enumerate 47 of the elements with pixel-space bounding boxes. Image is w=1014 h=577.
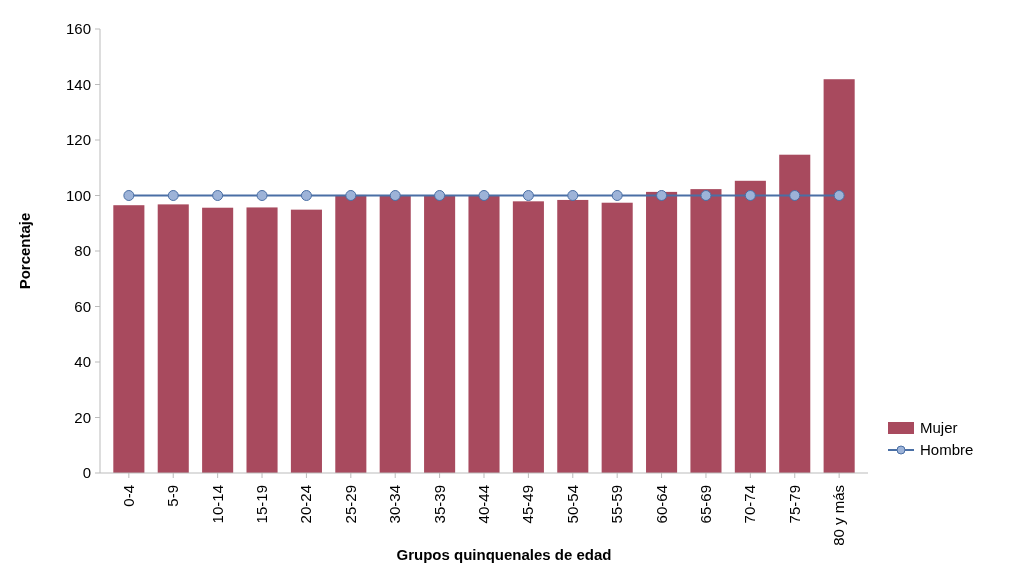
x-tick-label: 60-64 (652, 485, 670, 524)
x-tick-label: 20-24 (297, 485, 315, 524)
x-tick-label: 45-49 (519, 485, 537, 524)
bar (779, 154, 811, 473)
y-axis-title: Porcentaje (16, 212, 33, 290)
y-tick-label: 40 (74, 353, 91, 371)
bar (646, 191, 678, 473)
y-tick-label: 20 (74, 408, 91, 426)
x-tick-label: 40-44 (475, 485, 492, 524)
y-tick-label: 80 (74, 242, 91, 260)
y-tick-label: 100 (65, 186, 91, 204)
bar (157, 204, 189, 473)
bar (335, 194, 367, 473)
y-tick-label: 0 (82, 464, 91, 482)
bar (290, 209, 322, 473)
bar (690, 189, 722, 473)
bar (512, 201, 544, 473)
bar (557, 199, 589, 473)
x-tick-label: 70-74 (741, 485, 759, 524)
x-tick-label: 65-69 (696, 485, 714, 524)
y-tick-label: 60 (74, 297, 91, 315)
x-tick-label: 75-79 (785, 485, 803, 524)
x-tick-label: 35-39 (430, 485, 448, 524)
x-tick-label: 30-34 (386, 485, 404, 524)
y-tick-label: 160 (65, 20, 91, 38)
x-axis-title: Grupos quinquenales de edad (396, 546, 612, 563)
x-tick-label: 50-54 (563, 485, 581, 524)
bar (601, 202, 633, 473)
bar (734, 180, 766, 473)
bar (424, 195, 456, 473)
x-tick-label: 55-59 (608, 485, 626, 524)
x-tick-label: 5-9 (164, 485, 182, 507)
x-tick-label: 25-29 (341, 485, 359, 524)
x-tick-label: 0-4 (119, 485, 137, 507)
bar (202, 207, 234, 473)
legend-label: Mujer (920, 419, 958, 437)
x-tick-label: 80 y más (830, 485, 848, 546)
bar (468, 195, 500, 473)
y-tick-label: 120 (65, 131, 91, 149)
bar (379, 195, 411, 473)
x-tick-label: 15-19 (253, 485, 271, 524)
x-tick-label: 10-14 (208, 485, 226, 524)
y-tick-label: 140 (65, 75, 91, 93)
bar (823, 79, 855, 473)
bar (246, 207, 278, 473)
bar (113, 205, 145, 473)
legend-label: Hombre (920, 441, 974, 459)
